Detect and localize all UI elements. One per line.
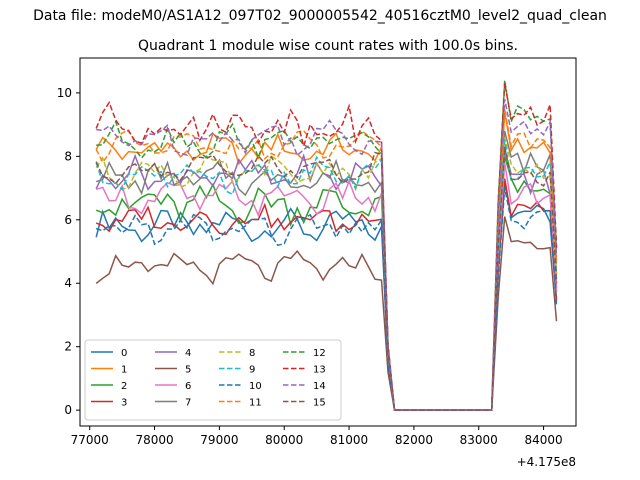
legend-label-9: 9 bbox=[249, 365, 255, 376]
legend-label-14: 14 bbox=[313, 381, 326, 392]
y-tick-label: 0 bbox=[64, 403, 72, 417]
y-tick-label: 2 bbox=[64, 340, 72, 354]
y-tick-label: 8 bbox=[64, 149, 72, 163]
x-offset-label: +4.175e8 bbox=[517, 455, 576, 469]
x-tick-label: 78000 bbox=[135, 433, 173, 447]
legend-label-8: 8 bbox=[249, 348, 255, 359]
legend-label-3: 3 bbox=[121, 398, 127, 409]
y-axis: 0 2 4 6 8 10 bbox=[57, 86, 80, 417]
legend-label-11: 11 bbox=[249, 398, 262, 409]
x-tick-label: 79000 bbox=[200, 433, 238, 447]
legend-label-2: 2 bbox=[121, 381, 127, 392]
legend-label-13: 13 bbox=[313, 365, 326, 376]
legend-label-15: 15 bbox=[313, 398, 326, 409]
x-tick-label: 81000 bbox=[330, 433, 368, 447]
legend-label-6: 6 bbox=[185, 381, 191, 392]
x-axis: 77000 78000 79000 80000 81000 82000 83000 84000 bbox=[71, 426, 563, 447]
chart-suptitle: Data file: modeM0/AS1A12_097T02_90000055… bbox=[33, 8, 607, 24]
series-line-14 bbox=[96, 99, 558, 411]
legend-label-4: 4 bbox=[185, 348, 191, 359]
legend-box bbox=[84, 339, 342, 421]
series-line-5 bbox=[95, 216, 558, 411]
series-line-13 bbox=[95, 83, 558, 411]
series-line-11 bbox=[95, 108, 558, 411]
chart-title: Quadrant 1 module wise count rates with … bbox=[138, 38, 518, 54]
legend-label-1: 1 bbox=[121, 365, 127, 376]
legend-label-5: 5 bbox=[185, 365, 191, 376]
legend-label-12: 12 bbox=[313, 348, 326, 359]
plot-area bbox=[95, 80, 558, 411]
x-tick-label: 82000 bbox=[395, 433, 433, 447]
x-tick-label: 84000 bbox=[524, 433, 562, 447]
y-tick-label: 6 bbox=[64, 213, 72, 227]
legend-label-0: 0 bbox=[121, 348, 127, 359]
axes-frame bbox=[79, 57, 577, 427]
x-tick-label: 77000 bbox=[71, 433, 109, 447]
y-tick-label: 4 bbox=[64, 276, 72, 290]
x-tick-label: 80000 bbox=[265, 433, 303, 447]
legend-label-10: 10 bbox=[249, 381, 262, 392]
y-tick-label: 10 bbox=[57, 86, 72, 100]
series-line-15 bbox=[95, 146, 558, 411]
x-tick-label: 83000 bbox=[460, 433, 498, 447]
legend-label-7: 7 bbox=[185, 398, 191, 409]
